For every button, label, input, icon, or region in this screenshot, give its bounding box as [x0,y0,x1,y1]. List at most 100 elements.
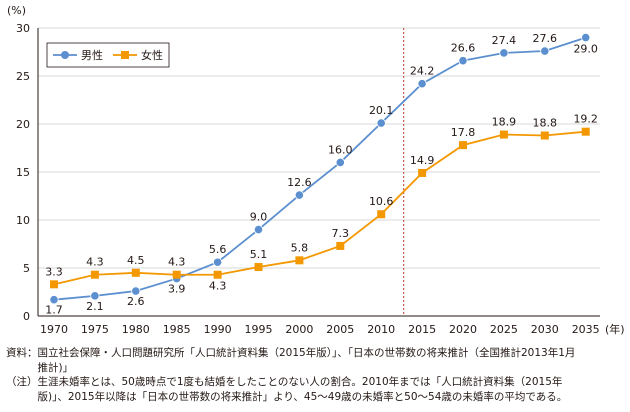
x-tick-label: 2025 [490,323,518,336]
footnote: （注） 生涯未婚率とは、50歳時点で1度も結婚をしたことのない人の割合。2010… [6,375,628,404]
x-tick-label: 2000 [285,323,313,336]
male-data-label: 16.0 [328,143,353,156]
y-tick-label: 20 [16,118,30,131]
x-tick-label: 1985 [163,323,191,336]
y-tick-label: 30 [16,22,30,35]
legend-male-label: 男性 [81,48,103,62]
male-point [131,286,141,296]
x-tick-label: 2005 [326,323,354,336]
male-data-label: 20.1 [369,104,394,117]
male-data-label: 29.0 [573,43,598,56]
x-tick-label: 1995 [245,323,273,336]
female-data-label: 10.6 [369,195,394,208]
male-point [294,190,304,200]
male-data-label: 24.2 [410,65,435,78]
female-point [418,168,427,177]
x-tick-label: 2030 [531,323,559,336]
male-data-label: 5.6 [209,243,227,256]
legend-female-marker [121,51,129,59]
x-tick-label: 2035 [572,323,600,336]
male-data-label: 27.6 [533,32,558,45]
female-point [540,131,549,140]
y-tick-label: 10 [16,214,30,227]
male-point [253,225,264,235]
female-point [131,268,140,277]
female-data-label: 4.3 [209,280,227,293]
female-point [213,270,222,279]
source-line-1: 国立社会保障・人口問題研究所「人口統計資料集（2015年版）」、「日本の世帯数の… [37,347,576,359]
footnote-line-1: 生涯未婚率とは、50歳時点で1度も結婚をしたことのない人の割合。2010年までは… [37,376,563,388]
female-point [459,141,467,150]
female-data-label: 4.3 [168,256,186,269]
male-data-label: 3.9 [168,283,186,296]
male-data-label: 9.0 [250,211,268,224]
male-data-label: 26.6 [451,42,476,55]
male-data-label: 12.6 [287,176,312,189]
female-data-label: 4.5 [127,254,145,267]
series-layer [49,32,591,305]
female-data-label: 18.9 [492,116,517,129]
male-point [90,291,100,301]
y-tick-label: 25 [16,70,30,83]
male-point [376,118,386,128]
x-tick-label: 1990 [204,323,232,336]
x-tick-label: 1975 [81,323,109,336]
female-point [172,270,181,279]
female-point [377,210,386,219]
male-data-label: 2.1 [86,300,104,313]
legend: 男性 女性 [46,42,170,68]
male-point [581,32,591,43]
x-tick-label: 2015 [408,323,436,336]
female-point [90,270,99,279]
y-tick-label: 5 [23,262,30,275]
footnote-prefix: （注） [6,376,38,388]
source-note: 資料： 国立社会保障・人口問題研究所「人口統計資料集（2015年版）」、「日本の… [6,346,628,375]
male-data-label: 1.7 [45,304,63,317]
male-point [417,79,427,89]
x-tick-label: 1970 [40,323,68,336]
female-point [336,241,345,250]
source-line-2: 推計)」 [37,361,74,374]
x-tick-label: 1980 [122,323,150,336]
female-point [254,263,263,272]
legend-female-label: 女性 [141,48,163,62]
male-point [49,295,59,305]
footnote-text: 生涯未婚率とは、50歳時点で1度も結婚をしたことのない人の割合。2010年までは… [38,375,629,404]
male-point [540,46,550,56]
female-data-label: 18.8 [533,117,558,130]
female-series-line [53,130,586,286]
female-data-label: 5.8 [291,241,309,254]
x-axis-unit: (年) [605,322,625,336]
male-point [499,48,509,58]
female-point [295,256,304,265]
male-data-label: 2.6 [127,295,145,308]
female-point [499,130,508,139]
male-point [335,157,345,167]
y-tick-label: 15 [16,166,30,179]
female-data-label: 4.3 [86,256,104,269]
female-data-label: 14.9 [410,154,435,167]
x-tick-label: 2020 [449,323,477,336]
female-point [581,127,590,136]
male-data-label: 27.4 [492,34,517,47]
male-point [213,257,223,267]
female-data-label: 5.1 [250,248,268,261]
female-data-label: 17.8 [451,126,476,139]
source-text: 国立社会保障・人口問題研究所「人口統計資料集（2015年版）」、「日本の世帯数の… [38,346,629,375]
footnote-line-2: 版)」、2015年以降は「日本の世帯数の将来推計」より、45～49歳の未婚率と5… [37,390,568,403]
female-data-label: 7.3 [332,227,350,240]
female-point [50,280,58,289]
source-prefix: 資料： [6,347,38,359]
notes: 資料： 国立社会保障・人口問題研究所「人口統計資料集（2015年版）」、「日本の… [6,346,628,404]
legend-male-marker [61,51,69,59]
gridlines [38,27,600,269]
x-tick-label: 2010 [367,323,395,336]
male-point [458,56,468,66]
female-data-label: 3.3 [45,265,63,278]
male-series-line [53,36,586,301]
y-tick-label: 0 [23,310,30,323]
data-labels: 1.7 2.1 2.6 3.9 5.6 9.0 12.6 16.0 20.1 24.2 26.6 27… [45,32,598,317]
y-axis-unit: (%) [7,4,26,17]
